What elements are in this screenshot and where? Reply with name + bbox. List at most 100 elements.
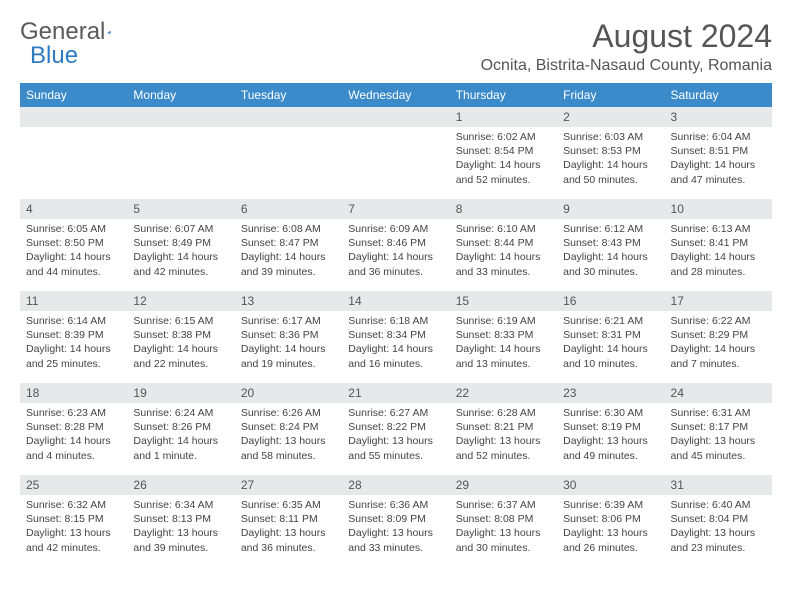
day-line: Daylight: 14 hours and 19 minutes.: [241, 342, 336, 370]
day-line: Daylight: 14 hours and 1 minute.: [133, 434, 228, 462]
day-body: Sunrise: 6:32 AMSunset: 8:15 PMDaylight:…: [20, 495, 127, 559]
day-number: 5: [127, 199, 234, 219]
day-line: Daylight: 14 hours and 47 minutes.: [671, 158, 766, 186]
day-number: 26: [127, 475, 234, 495]
logo-triangle-icon: [107, 23, 111, 41]
day-line: Sunset: 8:43 PM: [563, 236, 658, 250]
day-line: Sunset: 8:22 PM: [348, 420, 443, 434]
day-line: Daylight: 13 hours and 30 minutes.: [456, 526, 551, 554]
day-number: 20: [235, 383, 342, 403]
day-line: Sunrise: 6:32 AM: [26, 498, 121, 512]
day-line: Sunrise: 6:36 AM: [348, 498, 443, 512]
day-body: Sunrise: 6:22 AMSunset: 8:29 PMDaylight:…: [665, 311, 772, 375]
day-line: Sunrise: 6:19 AM: [456, 314, 551, 328]
day-line: Daylight: 13 hours and 45 minutes.: [671, 434, 766, 462]
day-line: Sunset: 8:46 PM: [348, 236, 443, 250]
day-body: Sunrise: 6:24 AMSunset: 8:26 PMDaylight:…: [127, 403, 234, 467]
day-line: Daylight: 14 hours and 44 minutes.: [26, 250, 121, 278]
day-number: [235, 107, 342, 127]
day-number: 14: [342, 291, 449, 311]
day-line: Sunrise: 6:15 AM: [133, 314, 228, 328]
day-body: Sunrise: 6:34 AMSunset: 8:13 PMDaylight:…: [127, 495, 234, 559]
weekday-header: Friday: [557, 83, 664, 107]
day-line: Sunrise: 6:12 AM: [563, 222, 658, 236]
day-line: Sunset: 8:17 PM: [671, 420, 766, 434]
day-number: 4: [20, 199, 127, 219]
day-body: Sunrise: 6:37 AMSunset: 8:08 PMDaylight:…: [450, 495, 557, 559]
day-line: Sunrise: 6:37 AM: [456, 498, 551, 512]
calendar-week-row: 4Sunrise: 6:05 AMSunset: 8:50 PMDaylight…: [20, 199, 772, 291]
day-number: 23: [557, 383, 664, 403]
day-line: Sunrise: 6:05 AM: [26, 222, 121, 236]
day-line: Sunrise: 6:27 AM: [348, 406, 443, 420]
calendar-day-cell: 14Sunrise: 6:18 AMSunset: 8:34 PMDayligh…: [342, 291, 449, 383]
calendar-day-cell: 5Sunrise: 6:07 AMSunset: 8:49 PMDaylight…: [127, 199, 234, 291]
day-line: Daylight: 13 hours and 55 minutes.: [348, 434, 443, 462]
day-number: 12: [127, 291, 234, 311]
day-line: Sunrise: 6:17 AM: [241, 314, 336, 328]
day-number: 13: [235, 291, 342, 311]
day-body: Sunrise: 6:23 AMSunset: 8:28 PMDaylight:…: [20, 403, 127, 467]
day-body: Sunrise: 6:36 AMSunset: 8:09 PMDaylight:…: [342, 495, 449, 559]
calendar-day-cell: 2Sunrise: 6:03 AMSunset: 8:53 PMDaylight…: [557, 107, 664, 199]
calendar-table: Sunday Monday Tuesday Wednesday Thursday…: [20, 83, 772, 567]
calendar-day-cell: 13Sunrise: 6:17 AMSunset: 8:36 PMDayligh…: [235, 291, 342, 383]
calendar-day-cell: 23 Sunrise: 6:30 AMSunset: 8:19 PMDayligh…: [557, 383, 664, 475]
day-line: Sunset: 8:06 PM: [563, 512, 658, 526]
day-line: Sunset: 8:21 PM: [456, 420, 551, 434]
day-line: Sunset: 8:08 PM: [456, 512, 551, 526]
day-line: Sunrise: 6:22 AM: [671, 314, 766, 328]
day-number: 22: [450, 383, 557, 403]
calendar-day-cell: 20Sunrise: 6:26 AMSunset: 8:24 PMDayligh…: [235, 383, 342, 475]
weekday-header: Saturday: [665, 83, 772, 107]
day-line: Sunset: 8:24 PM: [241, 420, 336, 434]
day-body: Sunrise: 6:15 AMSunset: 8:38 PMDaylight:…: [127, 311, 234, 375]
day-line: Sunrise: 6:26 AM: [241, 406, 336, 420]
day-line: Sunset: 8:09 PM: [348, 512, 443, 526]
day-line: Sunrise: 6:31 AM: [671, 406, 766, 420]
day-number: [127, 107, 234, 127]
day-line: Sunrise: 6:30 AM: [563, 406, 658, 420]
calendar-day-cell: 3Sunrise: 6:04 AMSunset: 8:51 PMDaylight…: [665, 107, 772, 199]
day-line: Sunset: 8:39 PM: [26, 328, 121, 342]
day-number: 8: [450, 199, 557, 219]
day-number: 15: [450, 291, 557, 311]
calendar-day-cell: 26Sunrise: 6:34 AMSunset: 8:13 PMDayligh…: [127, 475, 234, 567]
calendar-day-cell: 21Sunrise: 6:27 AMSunset: 8:22 PMDayligh…: [342, 383, 449, 475]
day-line: Daylight: 13 hours and 49 minutes.: [563, 434, 658, 462]
day-line: Daylight: 14 hours and 13 minutes.: [456, 342, 551, 370]
calendar-day-cell: [235, 107, 342, 199]
day-number: 25: [20, 475, 127, 495]
calendar-week-row: 1Sunrise: 6:02 AMSunset: 8:54 PMDaylight…: [20, 107, 772, 199]
day-line: Sunset: 8:04 PM: [671, 512, 766, 526]
weekday-header: Sunday: [20, 83, 127, 107]
day-number: 29: [450, 475, 557, 495]
day-line: Sunset: 8:41 PM: [671, 236, 766, 250]
day-body: [235, 127, 342, 134]
day-line: Sunrise: 6:08 AM: [241, 222, 336, 236]
day-body: Sunrise: 6:35 AMSunset: 8:11 PMDaylight:…: [235, 495, 342, 559]
day-line: Sunset: 8:19 PM: [563, 420, 658, 434]
day-line: Daylight: 14 hours and 50 minutes.: [563, 158, 658, 186]
day-body: Sunrise: 6:10 AMSunset: 8:44 PMDaylight:…: [450, 219, 557, 283]
day-body: Sunrise: 6:21 AMSunset: 8:31 PMDaylight:…: [557, 311, 664, 375]
day-line: Daylight: 14 hours and 52 minutes.: [456, 158, 551, 186]
calendar-day-cell: 6Sunrise: 6:08 AMSunset: 8:47 PMDaylight…: [235, 199, 342, 291]
day-number: [342, 107, 449, 127]
day-line: Sunset: 8:26 PM: [133, 420, 228, 434]
day-line: Sunset: 8:11 PM: [241, 512, 336, 526]
calendar-day-cell: 9Sunrise: 6:12 AMSunset: 8:43 PMDaylight…: [557, 199, 664, 291]
day-line: Sunset: 8:51 PM: [671, 144, 766, 158]
day-line: Sunset: 8:34 PM: [348, 328, 443, 342]
day-body: Sunrise: 6:08 AMSunset: 8:47 PMDaylight:…: [235, 219, 342, 283]
day-line: Daylight: 13 hours and 39 minutes.: [133, 526, 228, 554]
calendar-week-row: 25Sunrise: 6:32 AMSunset: 8:15 PMDayligh…: [20, 475, 772, 567]
calendar-day-cell: [20, 107, 127, 199]
day-body: Sunrise: 6:05 AMSunset: 8:50 PMDaylight:…: [20, 219, 127, 283]
calendar-day-cell: 10Sunrise: 6:13 AMSunset: 8:41 PMDayligh…: [665, 199, 772, 291]
day-body: Sunrise: 6:14 AMSunset: 8:39 PMDaylight:…: [20, 311, 127, 375]
day-line: Daylight: 14 hours and 25 minutes.: [26, 342, 121, 370]
day-line: Sunset: 8:13 PM: [133, 512, 228, 526]
day-body: Sunrise: 6:07 AMSunset: 8:49 PMDaylight:…: [127, 219, 234, 283]
day-number: 3: [665, 107, 772, 127]
